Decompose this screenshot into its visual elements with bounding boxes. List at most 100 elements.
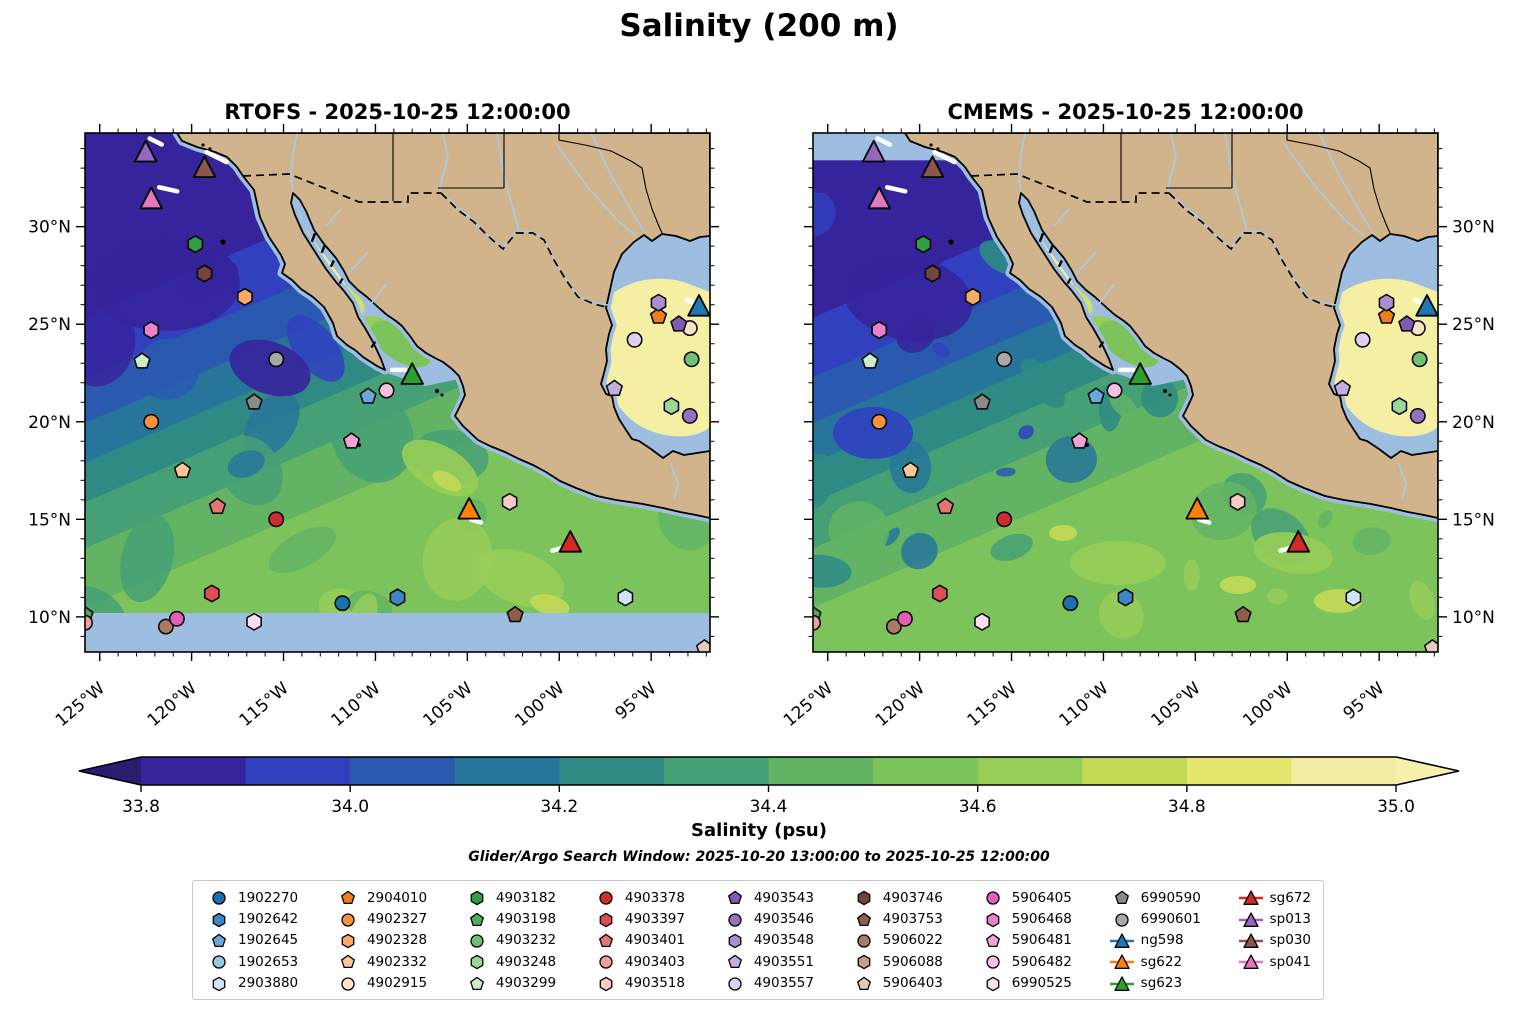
argo-marker-icon (470, 934, 484, 948)
marker-1902645 (1087, 387, 1105, 404)
legend-entry-label: sg623 (1140, 975, 1183, 992)
argo-marker-icon (599, 976, 613, 991)
marker-4903248 (663, 397, 680, 416)
legend-entry-label: sg672 (1269, 889, 1311, 906)
legend-entry-label: 4903543 (753, 889, 814, 906)
legend-entry-label: 2904010 (366, 889, 428, 906)
legend-entry-4903543: 4903543 (721, 887, 814, 908)
legend-entry-4903401: 4903401 (592, 930, 685, 951)
legend-entry-5906022: 5906022 (850, 930, 943, 951)
legend-entry-5906481: 5906481 (979, 930, 1072, 951)
legend-entry-label: 5906482 (1011, 953, 1072, 970)
marker-4903378 (996, 511, 1013, 528)
argo-marker-icon (470, 890, 484, 906)
legend-entry-4903299: 4903299 (463, 973, 556, 994)
platform-markers (85, 136, 710, 652)
lat-tick-label: 25°N (1452, 315, 1495, 335)
legend-entry-label: 4902915 (366, 975, 428, 992)
argo-marker-icon (728, 977, 742, 991)
legend-entry-6990525: 6990525 (979, 973, 1072, 994)
legend-entry-label: 4903299 (495, 975, 557, 992)
legend-entry-label: 4903182 (495, 889, 557, 906)
legend-entry-label: 4903518 (624, 975, 685, 992)
legend-entry-label: ng598 (1140, 932, 1184, 949)
lon-tick-label: 100°W (511, 678, 568, 731)
legend-entry-label: 4903401 (624, 932, 685, 949)
argo-marker-icon (856, 976, 871, 990)
legend-entry-label: 4903557 (753, 975, 814, 992)
marker-sg622 (457, 497, 484, 525)
legend-entry-4903753: 4903753 (850, 908, 943, 929)
colorbar-label: Salinity (psu) (691, 820, 827, 841)
marker-4902332 (173, 461, 191, 478)
argo-marker-icon (986, 891, 1000, 905)
lon-tick-label: 115°W (964, 678, 1021, 731)
marker-sp030 (920, 149, 957, 178)
legend-entry-5906088: 5906088 (850, 951, 943, 972)
legend-entry-4903397: 4903397 (592, 908, 685, 929)
legend-entry-4903403: 4903403 (592, 951, 685, 972)
legend-entry-label: 4903546 (753, 911, 814, 928)
marker-4903403 (813, 614, 821, 631)
argo-marker-icon (470, 955, 484, 970)
legend-column: 6990590 6990601 ng598 sg622 sg623 (1108, 887, 1201, 994)
legend-entry-4903551: 4903551 (721, 951, 814, 972)
legend-entry-6990590: 6990590 (1108, 887, 1201, 908)
panel-title-cmems: CMEMS - 2025-10-25 12:00:00 (947, 100, 1304, 124)
marker-5906403 (695, 639, 710, 652)
legend-entry-label: sg622 (1140, 953, 1183, 970)
marker-5906405 (168, 610, 185, 627)
lat-tick-label: 20°N (28, 413, 71, 433)
marker-4903746 (196, 264, 213, 283)
platform-legend: 1902270 1902642 1902645 1902653 2903880 29040… (192, 880, 1324, 1000)
marker-4903551 (605, 379, 623, 396)
legend-entry-label: 4903248 (495, 953, 557, 970)
argo-marker-icon (212, 912, 226, 927)
argo-marker-icon (341, 977, 355, 991)
legend-entry-label: 5906022 (882, 932, 943, 949)
marker-4902328 (965, 287, 981, 306)
marker-4903378 (268, 511, 285, 528)
legend-entry-2904010: 2904010 (334, 887, 427, 908)
axes-frame (812, 132, 1439, 653)
marker-4902332 (901, 461, 919, 478)
legend-entry-5906482: 5906482 (979, 951, 1072, 972)
argo-marker-icon (599, 955, 613, 970)
marker-sg623 (389, 362, 424, 385)
argo-marker-icon (728, 933, 742, 949)
marker-6990601 (268, 351, 285, 368)
legend-entry-label: 6990590 (1140, 889, 1201, 906)
marker-2903880 (1345, 588, 1362, 607)
argo-marker-icon (857, 934, 871, 948)
marker-sp013 (134, 136, 164, 163)
argo-marker-icon (986, 912, 1000, 927)
legend-entry-4902327: 4902327 (334, 908, 427, 929)
legend-entry-4903248: 4903248 (463, 951, 556, 972)
legend-entry-label: 4903378 (624, 889, 685, 906)
marker-4903397 (203, 584, 220, 603)
legend-entry-label: 1902653 (238, 953, 299, 970)
legend-entry-4903557: 4903557 (721, 973, 814, 994)
marker-2904010 (1377, 307, 1396, 324)
lon-tick-label: 110°W (328, 678, 385, 731)
marker-5906022 (157, 618, 174, 635)
legend-entry-4902328: 4902328 (334, 930, 427, 951)
legend-entry-label: 5906481 (1011, 932, 1072, 949)
marker-5906468 (143, 321, 160, 340)
argo-marker-icon (341, 912, 355, 927)
marker-4903543 (1398, 315, 1416, 332)
marker-1902270 (334, 595, 351, 612)
argo-marker-icon (599, 912, 613, 927)
legend-entry-sp030: sp030 (1237, 930, 1311, 951)
marker-sg672 (550, 530, 582, 553)
marker-4903232 (683, 351, 700, 368)
lon-tick-label: 120°W (144, 678, 201, 731)
marker-5906481 (342, 432, 361, 449)
marker-4903248 (1391, 397, 1408, 416)
axes-frame (84, 132, 711, 653)
lon-tick-label: 120°W (872, 678, 929, 731)
legend-entry-label: 4903753 (882, 911, 943, 928)
lat-tick-label: 20°N (1452, 413, 1495, 433)
legend-entry-1902642: 1902642 (205, 908, 298, 929)
